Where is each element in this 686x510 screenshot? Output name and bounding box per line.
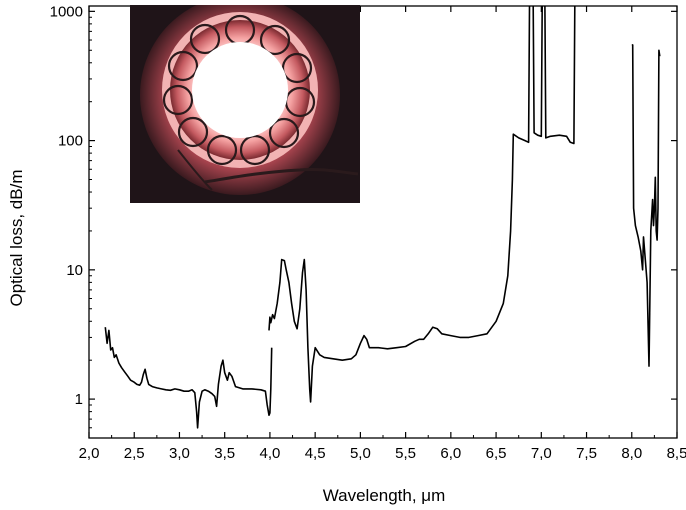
loss-curve-segment [544, 5, 576, 145]
inset-photo [130, 5, 360, 203]
x-tick-label: 8,5 [667, 445, 686, 462]
y-tick-label: 1 [75, 391, 83, 408]
x-tick-label: 2,0 [79, 445, 100, 462]
y-tick-label: 100 [58, 133, 83, 150]
series-group [104, 5, 661, 429]
x-tick-label: 6,5 [486, 445, 507, 462]
y-tick-label: 1000 [50, 3, 83, 20]
x-tick-label: 4,0 [259, 445, 280, 462]
y-tick-label: 10 [66, 262, 83, 279]
loss-curve-segment [104, 327, 273, 429]
y-axis-ticks: 1 10 100 1000 [50, 3, 677, 439]
loss-curve-segment [631, 44, 661, 367]
x-tick-label: 3,0 [169, 445, 190, 462]
loss-curve-segment [268, 5, 531, 403]
x-tick-label: 4,5 [305, 445, 326, 462]
x-tick-label: 5,0 [350, 445, 371, 462]
x-tick-label: 7,0 [531, 445, 552, 462]
y-axis-title: Optical loss, dB/m [7, 170, 26, 307]
x-tick-label: 5,5 [395, 445, 416, 462]
x-tick-label: 6,0 [440, 445, 461, 462]
x-axis-title: Wavelength, μm [323, 486, 446, 505]
x-tick-label: 3,5 [214, 445, 235, 462]
x-tick-label: 7,5 [576, 445, 597, 462]
x-tick-label: 2,5 [124, 445, 145, 462]
x-tick-label: 8,0 [621, 445, 642, 462]
loss-curve-segment [532, 5, 543, 138]
